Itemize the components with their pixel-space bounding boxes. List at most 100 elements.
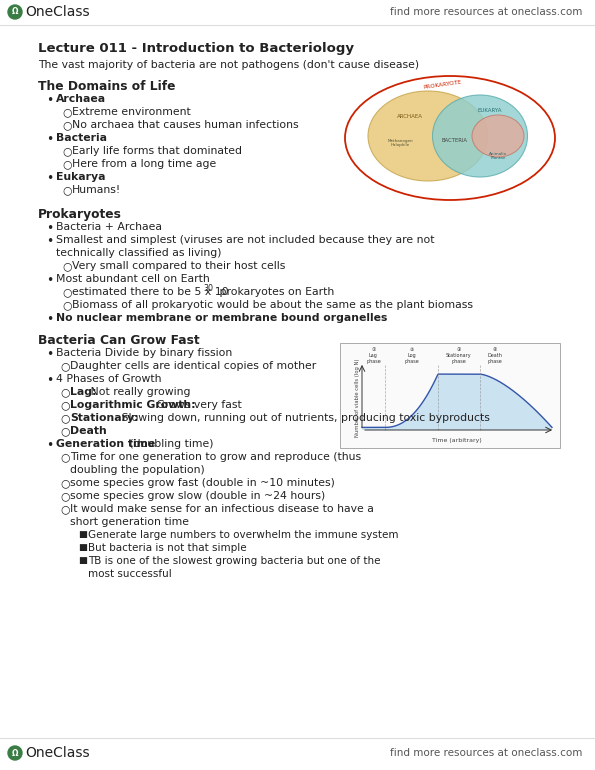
Text: Animalia
Plantae: Animalia Plantae (489, 152, 507, 160)
Text: technically classified as living): technically classified as living) (56, 248, 221, 258)
Text: Time (arbitrary): Time (arbitrary) (432, 438, 482, 443)
Text: ①
Lag
phase: ① Lag phase (366, 347, 381, 364)
Text: Here from a long time age: Here from a long time age (72, 159, 216, 169)
Text: Early life forms that dominated: Early life forms that dominated (72, 146, 242, 156)
Text: doubling the population): doubling the population) (70, 465, 205, 475)
Text: ■: ■ (78, 543, 87, 552)
Text: ■: ■ (78, 530, 87, 539)
Text: Number of viable cells (log N): Number of viable cells (log N) (355, 358, 361, 437)
Text: some species grow fast (double in ~10 minutes): some species grow fast (double in ~10 mi… (70, 478, 335, 488)
Text: ○: ○ (60, 413, 70, 423)
Text: Generation time: Generation time (56, 439, 159, 449)
Text: PROKARYOTE: PROKARYOTE (422, 80, 462, 90)
Text: find more resources at oneclass.com: find more resources at oneclass.com (390, 748, 582, 758)
Text: ○: ○ (62, 120, 71, 130)
Text: ○: ○ (60, 426, 70, 436)
Text: But bacteria is not that simple: But bacteria is not that simple (88, 543, 246, 553)
Text: Eukarya: Eukarya (56, 172, 105, 182)
Text: The Domains of Life: The Domains of Life (38, 80, 176, 93)
Text: ○: ○ (60, 400, 70, 410)
Text: Time for one generation to grow and reproduce (thus: Time for one generation to grow and repr… (70, 452, 361, 462)
Text: Humans!: Humans! (72, 185, 121, 195)
Text: ○: ○ (60, 478, 70, 488)
Text: ④
Death
phase: ④ Death phase (487, 347, 502, 364)
Text: ○: ○ (62, 146, 71, 156)
Text: Extreme environment: Extreme environment (72, 107, 191, 117)
Text: ○: ○ (62, 261, 71, 271)
Text: OneClass: OneClass (25, 5, 90, 19)
Text: Generate large numbers to overwhelm the immune system: Generate large numbers to overwhelm the … (88, 530, 399, 540)
Text: Ω: Ω (12, 748, 18, 758)
Text: TB is one of the slowest growing bacteria but one of the: TB is one of the slowest growing bacteri… (88, 556, 380, 566)
Text: prokaryotes on Earth: prokaryotes on Earth (216, 287, 334, 297)
Text: No archaea that causes human infections: No archaea that causes human infections (72, 120, 299, 130)
Text: Slowing down, running out of nutrients, producing toxic byproducts: Slowing down, running out of nutrients, … (118, 413, 490, 423)
Text: Ω: Ω (12, 8, 18, 16)
Text: Most abundant cell on Earth: Most abundant cell on Earth (56, 274, 210, 284)
Text: short generation time: short generation time (70, 517, 189, 527)
Text: •: • (46, 222, 53, 235)
Text: ○: ○ (60, 491, 70, 501)
Text: •: • (46, 172, 53, 185)
Text: find more resources at oneclass.com: find more resources at oneclass.com (390, 7, 582, 17)
Ellipse shape (368, 91, 488, 181)
Text: Biomass of all prokaryotic would be about the same as the plant biomass: Biomass of all prokaryotic would be abou… (72, 300, 473, 310)
Text: estimated there to be 5 x 10: estimated there to be 5 x 10 (72, 287, 228, 297)
Text: Bacteria + Archaea: Bacteria + Archaea (56, 222, 162, 232)
Text: ○: ○ (60, 452, 70, 462)
Text: most successful: most successful (88, 569, 172, 579)
Text: Bacteria Divide by binary fission: Bacteria Divide by binary fission (56, 348, 232, 358)
Text: Very small compared to their host cells: Very small compared to their host cells (72, 261, 286, 271)
Polygon shape (362, 374, 552, 430)
Text: ○: ○ (62, 107, 71, 117)
Text: No nuclear membrane or membrane bound organelles: No nuclear membrane or membrane bound or… (56, 313, 387, 323)
Text: Stationary:: Stationary: (70, 413, 139, 423)
Text: •: • (46, 133, 53, 146)
Text: Prokaryotes: Prokaryotes (38, 208, 122, 221)
Text: Bacteria: Bacteria (56, 133, 107, 143)
Text: Lag:: Lag: (70, 387, 96, 397)
Ellipse shape (472, 115, 524, 157)
Text: ■: ■ (78, 556, 87, 565)
Text: 30: 30 (203, 284, 213, 293)
Ellipse shape (433, 95, 528, 177)
Text: ③
Stationary
phase: ③ Stationary phase (446, 347, 472, 364)
Text: ARCHAEA: ARCHAEA (397, 113, 423, 119)
Text: Not really growing: Not really growing (87, 387, 191, 397)
Text: It would make sense for an infectious disease to have a: It would make sense for an infectious di… (70, 504, 374, 514)
Text: Smallest and simplest (viruses are not included because they are not: Smallest and simplest (viruses are not i… (56, 235, 434, 245)
Text: ②
Log
phase: ② Log phase (404, 347, 419, 364)
Text: •: • (46, 274, 53, 287)
Text: ○: ○ (60, 361, 70, 371)
Text: •: • (46, 374, 53, 387)
Text: •: • (46, 313, 53, 326)
Circle shape (8, 5, 22, 19)
Text: 4 Phases of Growth: 4 Phases of Growth (56, 374, 161, 384)
Text: The vast majority of bacteria are not pathogens (don't cause disease): The vast majority of bacteria are not pa… (38, 60, 419, 70)
Text: ○: ○ (62, 300, 71, 310)
Text: ○: ○ (62, 185, 71, 195)
Text: Logarithmic Growth:: Logarithmic Growth: (70, 400, 196, 410)
Text: (doubling time): (doubling time) (126, 439, 214, 449)
Circle shape (8, 746, 22, 760)
FancyBboxPatch shape (340, 343, 560, 448)
Text: some species grow slow (double in ~24 hours): some species grow slow (double in ~24 ho… (70, 491, 325, 501)
Text: •: • (46, 235, 53, 248)
Text: BACTERIA: BACTERIA (442, 138, 468, 142)
Text: EUKARYA: EUKARYA (478, 108, 502, 112)
Text: •: • (46, 439, 53, 452)
Text: Archaea: Archaea (56, 94, 106, 104)
Text: Methanogen
Halophile: Methanogen Halophile (387, 139, 413, 147)
Text: Death: Death (70, 426, 107, 436)
Text: ○: ○ (60, 387, 70, 397)
Text: •: • (46, 348, 53, 361)
Text: ○: ○ (62, 159, 71, 169)
Text: OneClass: OneClass (25, 746, 90, 760)
Text: Lecture 011 - Introduction to Bacteriology: Lecture 011 - Introduction to Bacteriolo… (38, 42, 354, 55)
Text: Bacteria Can Grow Fast: Bacteria Can Grow Fast (38, 334, 200, 347)
Text: •: • (46, 94, 53, 107)
Text: Grows very fast: Grows very fast (153, 400, 242, 410)
Text: Daughter cells are identical copies of mother: Daughter cells are identical copies of m… (70, 361, 317, 371)
Text: ○: ○ (62, 287, 71, 297)
Text: ○: ○ (60, 504, 70, 514)
